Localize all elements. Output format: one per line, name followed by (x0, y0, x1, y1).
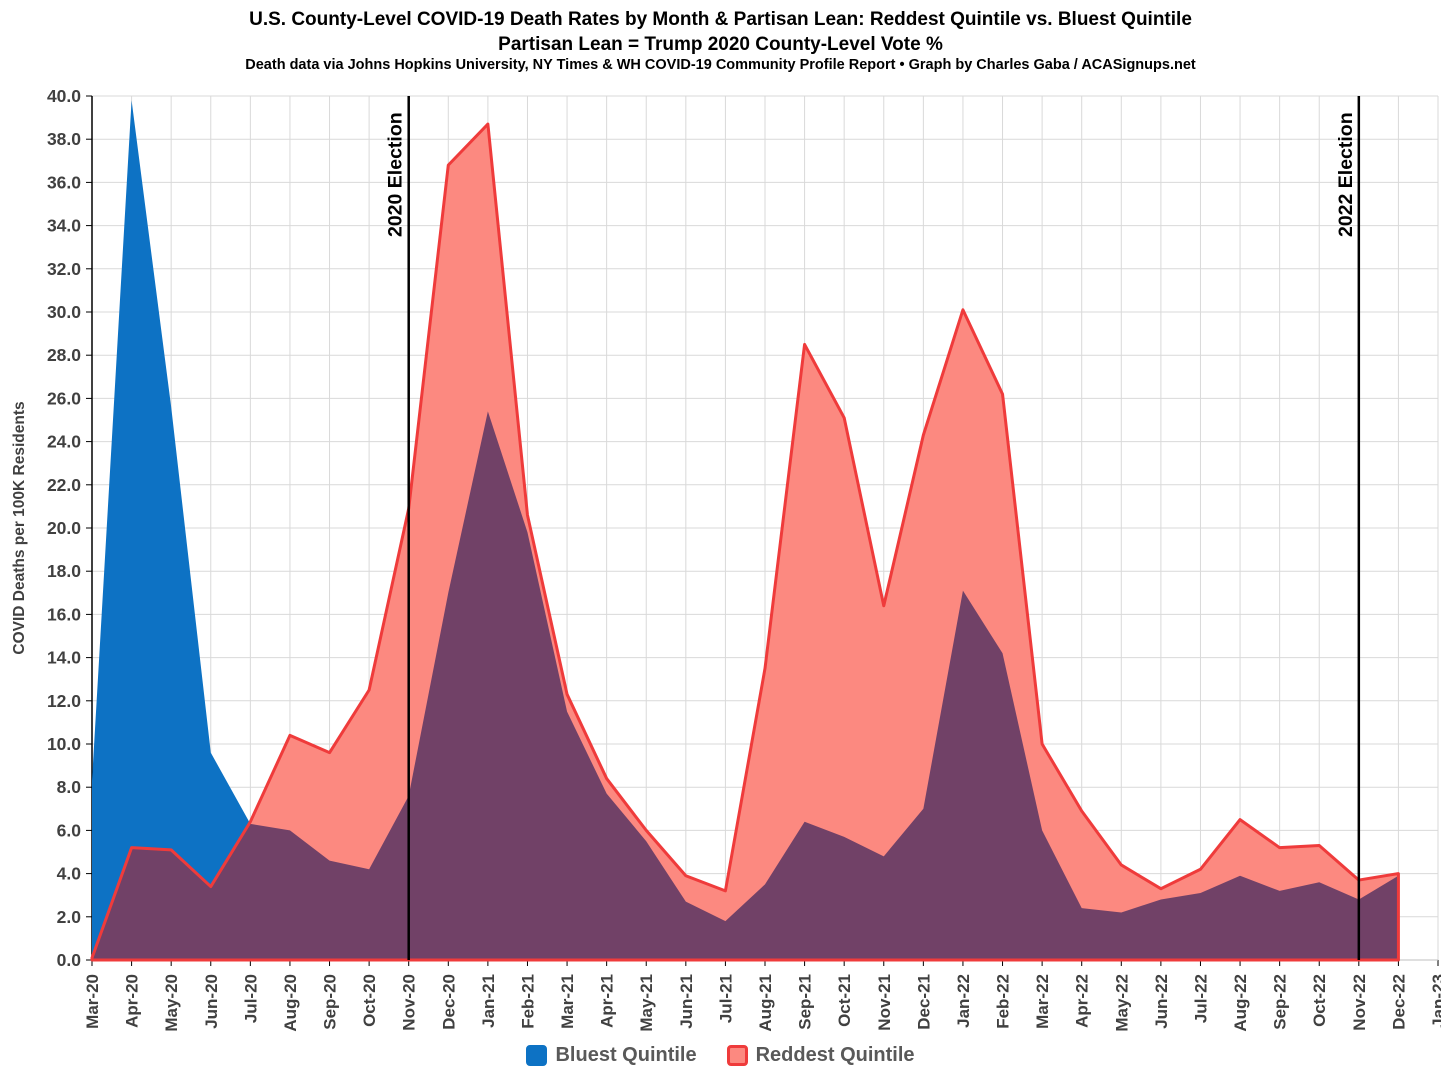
y-tick-label: 6.0 (57, 820, 82, 840)
x-tick-label: Jun-20 (202, 974, 221, 1029)
y-tick-label: 4.0 (57, 864, 82, 884)
y-tick-label: 34.0 (47, 216, 81, 236)
x-tick-label: May-20 (162, 974, 181, 1032)
x-tick-label: Mar-21 (558, 974, 577, 1029)
x-tick-label: Oct-22 (1310, 974, 1329, 1027)
x-tick-label: Sep-20 (321, 974, 340, 1030)
reddest-quintile-line (90, 122, 1400, 962)
x-tick-label: Nov-20 (400, 974, 419, 1031)
chart-subtitle: Partisan Lean = Trump 2020 County-Level … (498, 34, 943, 55)
chart-title: U.S. County-Level COVID-19 Death Rates b… (249, 9, 1192, 30)
x-tick-label: Jun-22 (1152, 974, 1171, 1029)
y-tick-label: 2.0 (57, 907, 82, 927)
y-tick-label: 36.0 (47, 172, 81, 192)
x-tick-label: Dec-20 (439, 974, 458, 1030)
reddest-quintile-swatch-icon (726, 1045, 748, 1066)
x-tick-label: Aug-21 (756, 974, 775, 1032)
legend-item-reddest: Reddest Quintile (726, 1044, 915, 1067)
y-tick-label: 14.0 (47, 648, 81, 668)
x-tick-label: Dec-21 (914, 974, 933, 1030)
x-tick-label: Mar-20 (83, 974, 102, 1029)
legend-label-reddest: Reddest Quintile (755, 1044, 915, 1066)
legend-label-bluest: Bluest Quintile (555, 1044, 697, 1066)
x-tick-label: Apr-21 (598, 974, 617, 1028)
x-tick-label: Feb-21 (518, 974, 537, 1029)
x-tick-label: Oct-21 (835, 974, 854, 1027)
x-tick-label: Mar-22 (1033, 974, 1052, 1029)
x-tick-label: Sep-22 (1271, 974, 1290, 1030)
x-tick-label: Sep-21 (796, 974, 815, 1030)
x-tick-label: Aug-22 (1231, 974, 1250, 1032)
x-tick-label: Oct-20 (360, 974, 379, 1027)
bluest-quintile-swatch-icon (526, 1045, 548, 1066)
y-tick-label: 30.0 (47, 302, 81, 322)
y-tick-label: 24.0 (47, 432, 81, 452)
x-tick-label: Jul-21 (716, 974, 735, 1023)
x-tick-label: Jul-22 (1191, 974, 1210, 1023)
y-tick-label: 38.0 (47, 129, 81, 149)
chart-legend: Bluest Quintile Reddest Quintile (0, 1044, 1441, 1067)
election-annotation-label: 2020 Election (385, 112, 407, 237)
x-tick-label: Feb-22 (994, 974, 1013, 1029)
x-tick-label: Aug-20 (281, 974, 300, 1032)
x-tick-label: Jul-20 (241, 974, 260, 1023)
x-tick-label: Jun-21 (677, 974, 696, 1029)
x-tick-label: Nov-22 (1350, 974, 1369, 1031)
y-axis-title: COVID Deaths per 100K Residents (11, 401, 28, 654)
y-tick-label: 20.0 (47, 518, 81, 538)
x-tick-label: Jan-23 (1429, 974, 1441, 1028)
y-tick-label: 28.0 (47, 345, 81, 365)
election-annotation-label: 2022 Election (1335, 112, 1357, 237)
x-tick-label: Jan-21 (479, 974, 498, 1028)
x-tick-label: Apr-20 (123, 974, 142, 1028)
covid-area-chart: 0.0 2.0 4.0 6.0 8.0 10.0 12.0 14.0 16.0 18.0 20.0 2… (11, 86, 1441, 1032)
y-tick-label: 16.0 (47, 604, 81, 624)
x-tick-label: Jan-22 (954, 974, 973, 1028)
x-tick-label: Dec-22 (1389, 974, 1408, 1030)
legend-item-bluest: Bluest Quintile (526, 1044, 697, 1067)
y-tick-label: 18.0 (47, 561, 81, 581)
y-tick-label: 8.0 (57, 777, 82, 797)
chart-source-credit: Death data via Johns Hopkins University,… (245, 57, 1196, 73)
y-tick-label: 40.0 (47, 86, 81, 106)
x-tick-label: Apr-22 (1073, 974, 1092, 1028)
x-tick-label: May-21 (637, 974, 656, 1032)
x-tick-label: May-22 (1112, 974, 1131, 1032)
y-tick-label: 26.0 (47, 388, 81, 408)
y-tick-label: 22.0 (47, 475, 81, 495)
y-tick-label: 32.0 (47, 259, 81, 279)
x-tick-label: Nov-21 (875, 974, 894, 1031)
y-tick-label: 0.0 (57, 950, 82, 970)
overlap-area (92, 411, 1399, 960)
y-tick-label: 10.0 (47, 734, 81, 754)
y-tick-label: 12.0 (47, 691, 81, 711)
